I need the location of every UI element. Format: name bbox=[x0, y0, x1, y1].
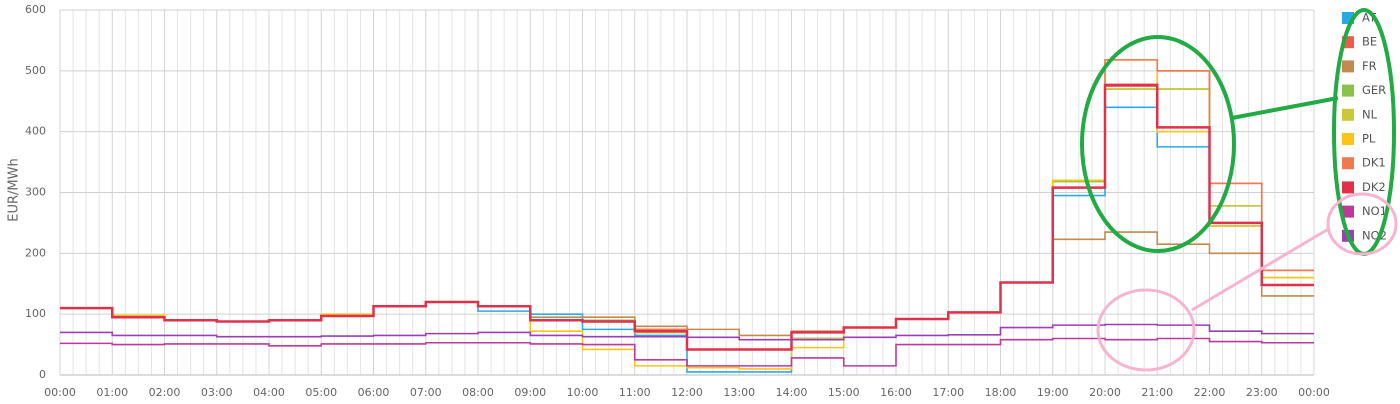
x-tick-label: 22:00 bbox=[1194, 386, 1226, 399]
legend-swatch bbox=[1342, 133, 1354, 145]
y-tick-label: 500 bbox=[25, 64, 46, 77]
x-tick-label: 04:00 bbox=[253, 386, 285, 399]
y-tick-label: 300 bbox=[25, 186, 46, 199]
highlight-ellipse bbox=[1080, 35, 1236, 253]
legend-swatch bbox=[1342, 84, 1354, 97]
legend-label: PL bbox=[1362, 132, 1376, 146]
connector bbox=[1231, 96, 1339, 120]
legend-label: NL bbox=[1362, 107, 1378, 121]
x-tick-label: 00:00 bbox=[1298, 386, 1330, 399]
x-tick-label: 06:00 bbox=[358, 386, 390, 399]
x-tick-label: 21:00 bbox=[1141, 386, 1173, 399]
legend-label: FR bbox=[1362, 59, 1377, 73]
legend-swatch bbox=[1342, 60, 1354, 73]
x-tick-label: 07:00 bbox=[410, 386, 442, 399]
x-tick-label: 01:00 bbox=[96, 386, 128, 399]
highlight-ellipse bbox=[1096, 288, 1196, 372]
x-tick-label: 19:00 bbox=[1037, 386, 1069, 399]
x-tick-label: 16:00 bbox=[880, 386, 912, 399]
x-tick-label: 02:00 bbox=[149, 386, 181, 399]
series-line bbox=[60, 337, 1314, 367]
highlight-ellipse bbox=[1326, 192, 1398, 256]
x-tick-label: 15:00 bbox=[828, 386, 860, 399]
legend-label: NO1 bbox=[1362, 204, 1387, 218]
legend-label: DK2 bbox=[1362, 180, 1386, 194]
y-tick-label: 600 bbox=[25, 3, 46, 16]
x-tick-label: 08:00 bbox=[462, 386, 494, 399]
y-tick-label: 100 bbox=[25, 307, 46, 320]
y-tick-label: 400 bbox=[25, 125, 46, 138]
series-line bbox=[60, 83, 1314, 351]
legend-swatch bbox=[1342, 108, 1354, 121]
legend-label: DK1 bbox=[1362, 156, 1386, 170]
x-tick-label: 11:00 bbox=[619, 386, 651, 399]
legend-swatch bbox=[1342, 205, 1354, 218]
x-tick-label: 18:00 bbox=[985, 386, 1017, 399]
x-tick-label: 12:00 bbox=[671, 386, 703, 399]
x-tick-label: 14:00 bbox=[776, 386, 808, 399]
x-tick-label: 05:00 bbox=[305, 386, 337, 399]
x-tick-label: 00:00 bbox=[44, 386, 76, 399]
connector bbox=[1191, 226, 1331, 312]
y-axis-label: EUR/MWh bbox=[7, 158, 22, 221]
series-line bbox=[60, 323, 1314, 341]
x-tick-label: 10:00 bbox=[567, 386, 599, 399]
x-tick-label: 17:00 bbox=[932, 386, 964, 399]
y-tick-label: 0 bbox=[39, 368, 46, 381]
x-tick-label: 13:00 bbox=[723, 386, 755, 399]
x-tick-label: 03:00 bbox=[201, 386, 233, 399]
legend-label: GER bbox=[1362, 83, 1386, 97]
x-tick-label: 09:00 bbox=[514, 386, 546, 399]
x-tick-label: 23:00 bbox=[1246, 386, 1278, 399]
legend-label: BE bbox=[1362, 35, 1377, 49]
legend-swatch bbox=[1342, 181, 1354, 194]
legend-swatch bbox=[1342, 157, 1354, 170]
y-tick-label: 200 bbox=[25, 246, 46, 259]
x-tick-label: 20:00 bbox=[1089, 386, 1121, 399]
